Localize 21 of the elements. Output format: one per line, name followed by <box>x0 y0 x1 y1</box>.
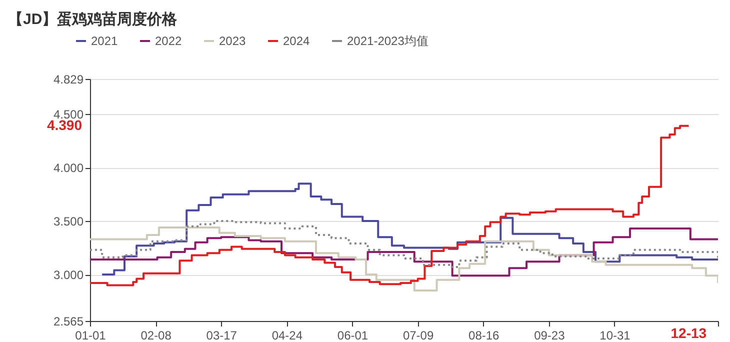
legend-label: 2024 <box>283 34 310 48</box>
text: 12-13 <box>670 325 707 341</box>
chart-title: 【JD】蛋鸡鸡苗周度价格 <box>8 10 178 28</box>
x-tick-label: 01-01 <box>75 328 106 342</box>
x-tick-label: 10-31 <box>600 328 631 342</box>
x-tick-label: 02-08 <box>140 328 172 342</box>
x-tick-label: 09-23 <box>534 328 566 342</box>
y-tick-label: 3.500 <box>53 214 84 229</box>
x-tick-label: 07-09 <box>402 328 434 342</box>
legend-label: 2021-2023均值 <box>347 34 428 48</box>
y-tick-label: 2.565 <box>53 314 84 328</box>
y-tick-label: 3.000 <box>53 268 84 282</box>
legend-label: 2023 <box>219 34 246 48</box>
y-tick-label: 4.829 <box>53 72 84 86</box>
y-tick-label: 4.000 <box>53 161 84 176</box>
legend-label: 2021 <box>91 34 118 48</box>
x-tick-label: 04-24 <box>272 328 303 342</box>
x-tick-label: 08-16 <box>468 328 500 342</box>
legend-label: 2022 <box>155 34 182 48</box>
x-tick-label: 03-17 <box>206 328 238 342</box>
x-tick-label: 06-01 <box>337 328 368 342</box>
